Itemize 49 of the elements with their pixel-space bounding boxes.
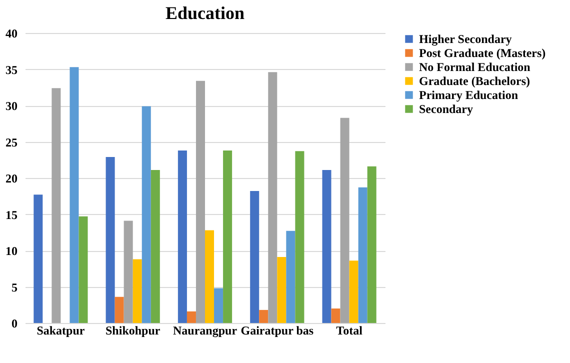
bar xyxy=(142,106,151,323)
bar xyxy=(196,80,205,323)
bar xyxy=(295,151,304,323)
legend-label: Post Graduate (Masters) xyxy=(419,46,546,60)
bar xyxy=(259,310,268,323)
bar xyxy=(150,170,160,323)
x-tick-label: Naurangpur xyxy=(172,324,238,338)
y-tick-label: 20 xyxy=(6,172,18,186)
y-tick-label: 0 xyxy=(12,316,18,330)
x-tick-label: Sakatpur xyxy=(36,324,86,338)
chart-title: Education xyxy=(165,3,245,23)
bar xyxy=(124,220,133,323)
bar xyxy=(349,260,358,323)
x-tick-label: Gairatpur bas xyxy=(240,324,314,338)
bar xyxy=(250,191,260,323)
legend-label: Higher Secondary xyxy=(419,32,512,46)
bar xyxy=(268,72,278,323)
x-tick-label: Shikohpur xyxy=(106,324,161,338)
y-tick-label: 30 xyxy=(6,99,18,113)
y-tick-label: 15 xyxy=(6,208,18,222)
bar xyxy=(358,187,368,323)
bar xyxy=(214,288,224,323)
y-tick-label: 35 xyxy=(6,62,18,77)
legend-label: Secondary xyxy=(419,102,473,116)
bar xyxy=(340,118,350,323)
bar xyxy=(322,170,332,323)
bar xyxy=(78,216,88,323)
bar xyxy=(34,194,43,323)
legend-label: Primary Education xyxy=(419,88,518,102)
legend-label: Graduate (Bachelors) xyxy=(419,74,530,88)
bar xyxy=(114,296,124,323)
y-tick-label: 25 xyxy=(6,135,18,150)
y-tick-label: 40 xyxy=(6,26,18,40)
y-tick-label: 5 xyxy=(12,280,18,294)
bar xyxy=(286,230,296,323)
bar xyxy=(205,230,214,323)
bar xyxy=(178,150,187,323)
x-tick-label: Total xyxy=(336,324,364,338)
bar xyxy=(367,166,376,323)
legend-label: No Formal Education xyxy=(419,60,531,74)
bar xyxy=(52,88,61,323)
bar xyxy=(70,67,79,323)
bar xyxy=(106,156,115,323)
bar xyxy=(277,257,286,323)
bar xyxy=(223,150,232,323)
bar xyxy=(132,259,142,323)
bar xyxy=(331,308,340,323)
bar xyxy=(186,311,196,323)
y-tick-label: 10 xyxy=(6,244,18,258)
